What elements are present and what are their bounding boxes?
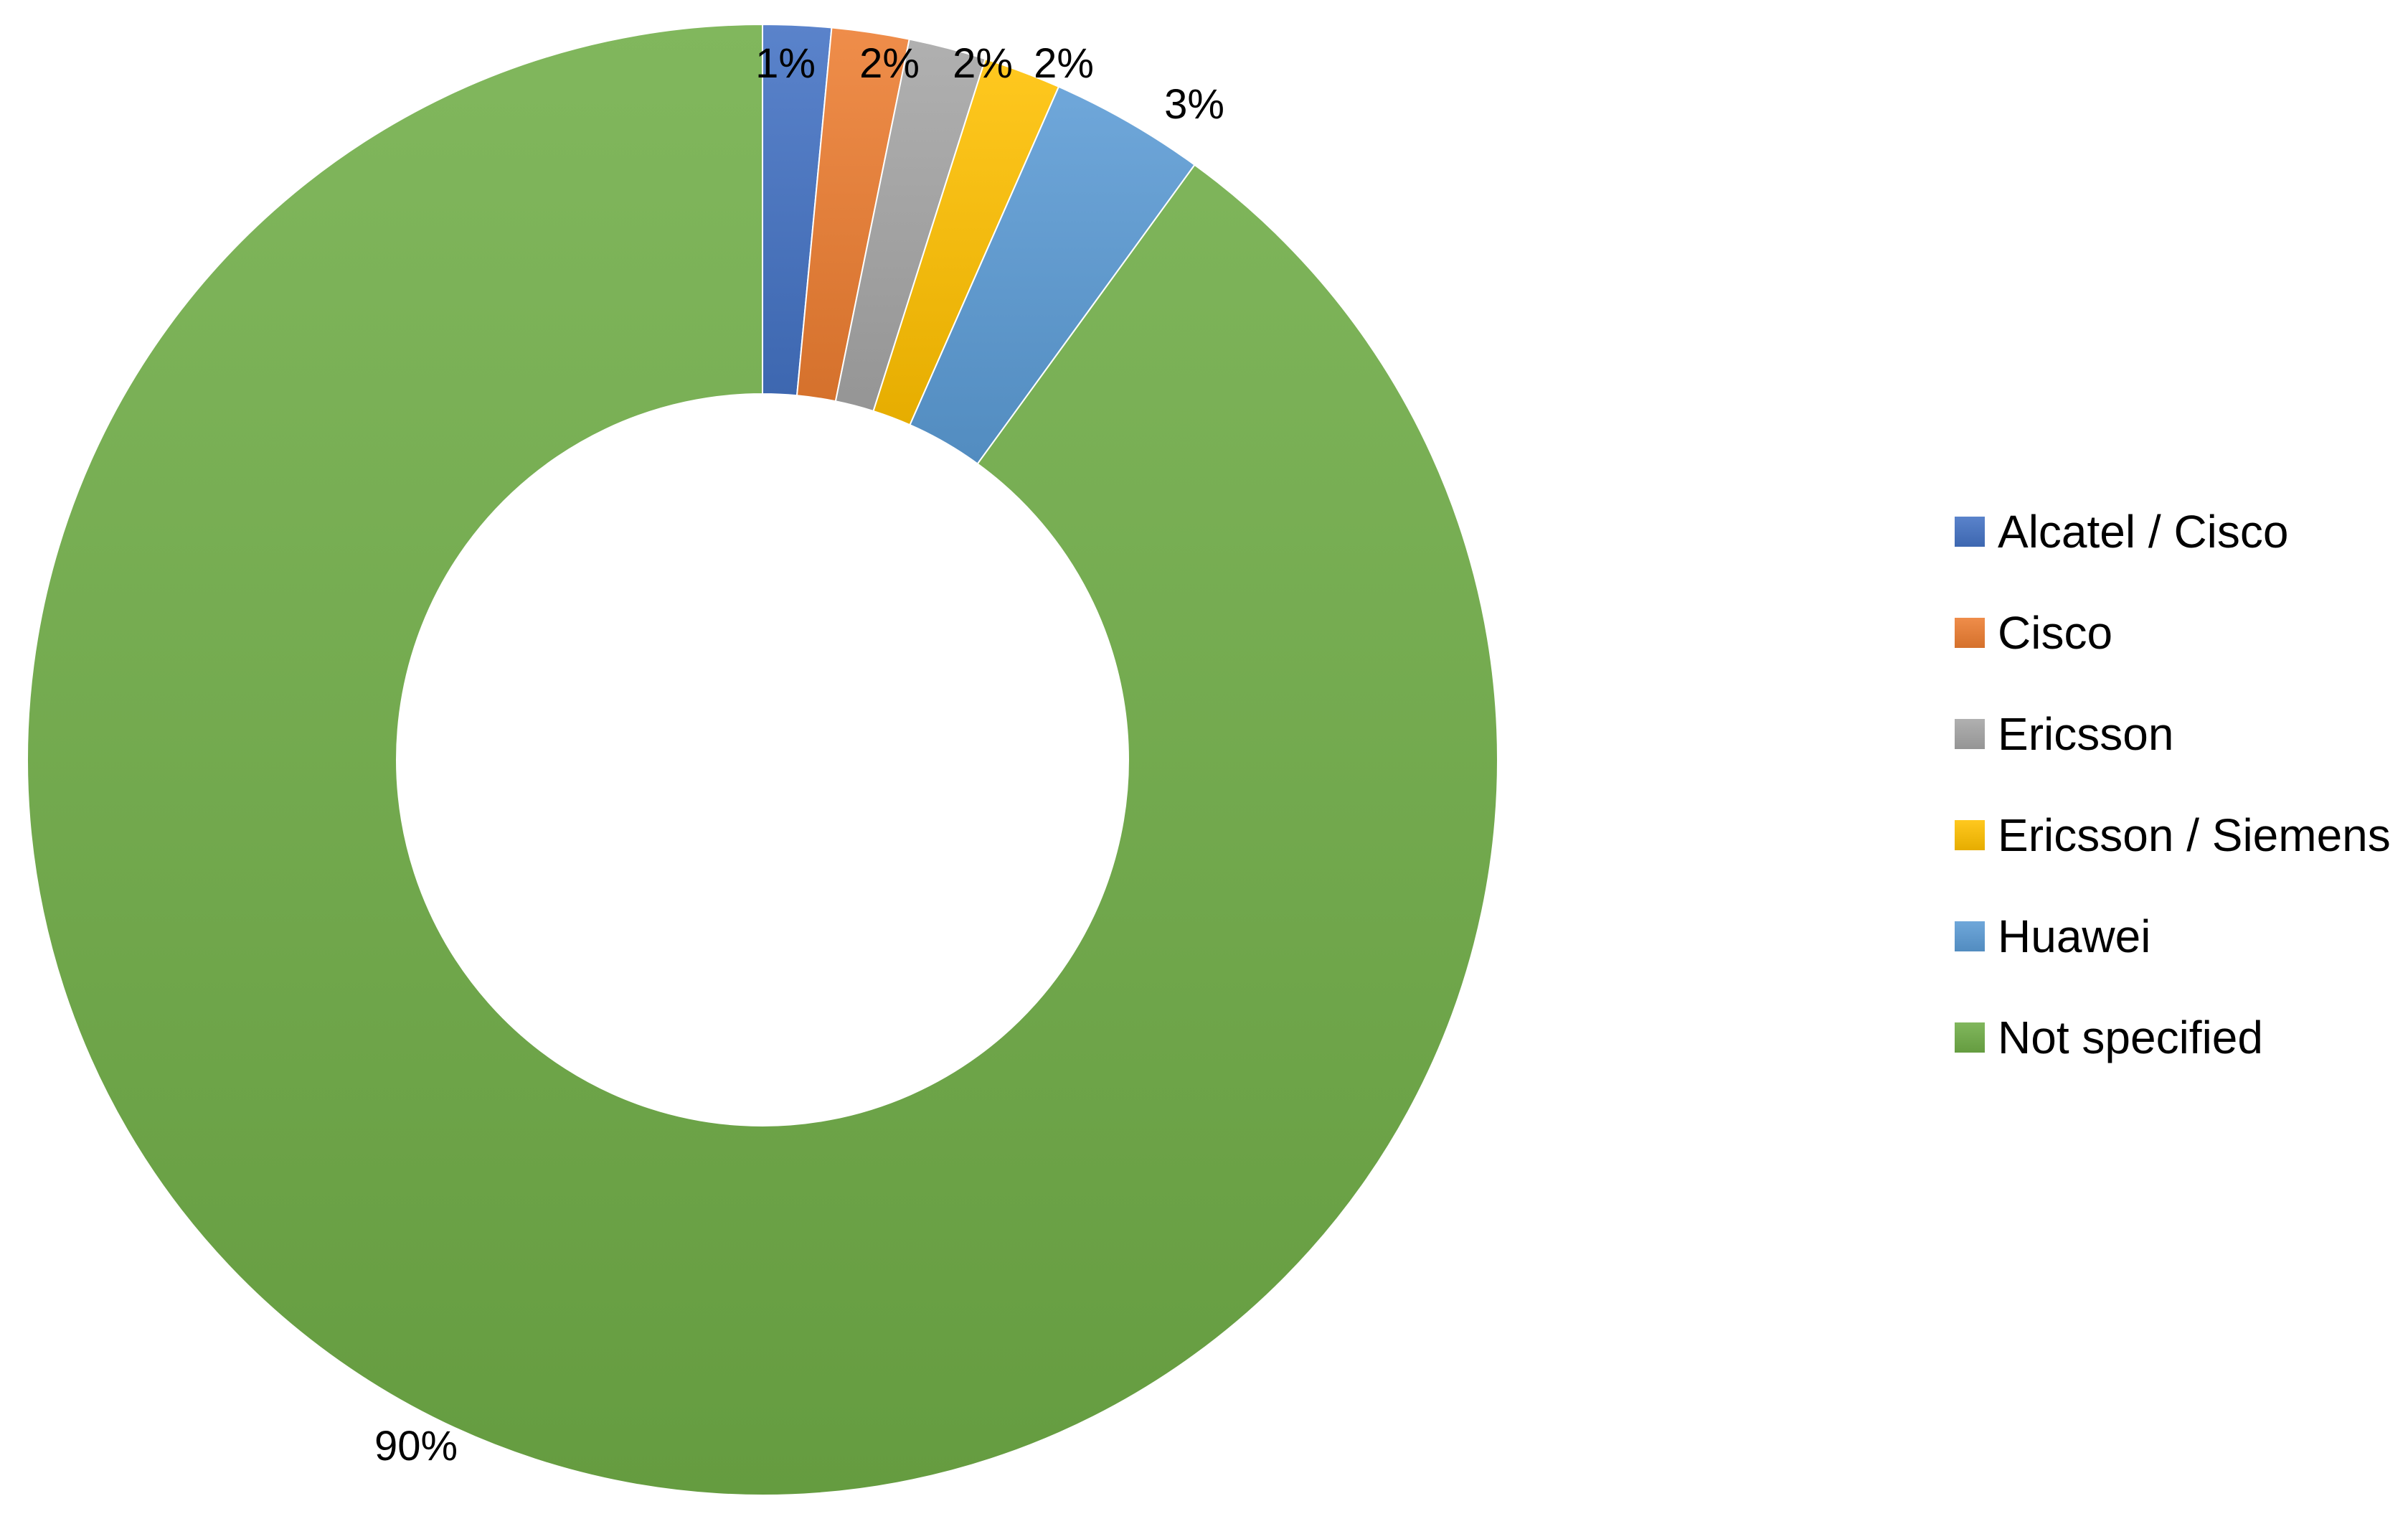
legend-swatch-alcatel-cisco bbox=[1955, 516, 1985, 547]
data-labels-group: 1% 2% 2% 2% 3% 90% bbox=[374, 40, 1224, 1469]
data-label-ericsson: 2% bbox=[953, 40, 1013, 87]
legend-item-ericsson-siemens: Ericsson / Siemens bbox=[1955, 784, 2408, 885]
legend-swatch-cisco bbox=[1955, 617, 1985, 648]
legend-label-not-specified: Not specified bbox=[1998, 1011, 2263, 1063]
data-label-not-specified: 90% bbox=[374, 1423, 458, 1469]
legend-swatch-not-specified bbox=[1955, 1022, 1985, 1053]
legend-item-not-specified: Not specified bbox=[1955, 987, 2408, 1088]
slice-not-specified bbox=[27, 23, 1498, 1496]
legend-label-alcatel-cisco: Alcatel / Cisco bbox=[1998, 505, 2289, 558]
legend: Alcatel / Cisco Cisco Ericsson Ericsson … bbox=[1955, 481, 2408, 1088]
legend-item-alcatel-cisco: Alcatel / Cisco bbox=[1955, 481, 2408, 582]
data-label-huawei: 3% bbox=[1164, 81, 1224, 128]
data-label-alcatel-cisco: 1% bbox=[755, 40, 816, 87]
legend-swatch-huawei bbox=[1955, 921, 1985, 951]
data-label-ericsson-siemens: 2% bbox=[1034, 40, 1094, 87]
legend-label-huawei: Huawei bbox=[1998, 910, 2151, 962]
data-label-cisco: 2% bbox=[859, 40, 920, 87]
legend-label-ericsson-siemens: Ericsson / Siemens bbox=[1998, 809, 2391, 861]
legend-item-cisco: Cisco bbox=[1955, 582, 2408, 683]
legend-swatch-ericsson-siemens bbox=[1955, 819, 1985, 850]
legend-swatch-ericsson bbox=[1955, 718, 1985, 749]
legend-label-cisco: Cisco bbox=[1998, 606, 2113, 659]
legend-item-ericsson: Ericsson bbox=[1955, 683, 2408, 784]
slices-group bbox=[27, 23, 1498, 1496]
legend-label-ericsson: Ericsson bbox=[1998, 707, 2174, 760]
legend-item-huawei: Huawei bbox=[1955, 885, 2408, 987]
